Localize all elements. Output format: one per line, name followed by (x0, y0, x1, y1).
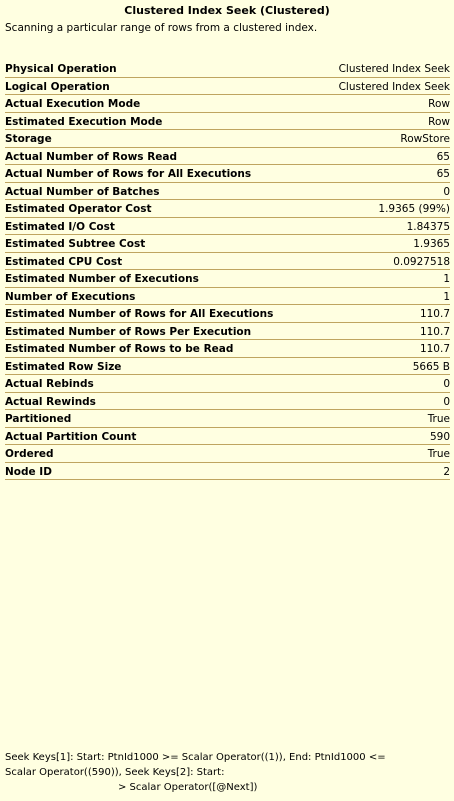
property-label: Physical Operation (5, 63, 117, 75)
property-row: Actual Rebinds 0 (5, 375, 450, 393)
property-value: 65 (436, 150, 450, 163)
property-value: 110.7 (419, 343, 450, 355)
property-row: Estimated Operator Cost 1.9365 (99%) (5, 200, 450, 218)
property-row: Actual Partition Count 590 (5, 428, 450, 445)
property-label: Estimated Number of Rows for All Executi… (5, 308, 274, 320)
property-row: Actual Number of Rows for All Executions… (5, 165, 450, 183)
property-row: Estimated Number of Rows Per Execution 11… (5, 323, 450, 340)
property-value: True (427, 448, 450, 460)
property-label: Estimated Execution Mode (5, 115, 163, 128)
property-value: 0.0927518 (393, 255, 450, 268)
property-label: Actual Partition Count (5, 430, 137, 443)
property-value: Clustered Index Seek (338, 63, 450, 75)
properties-table: Physical Operation Clustered Index Seek Lo… (5, 60, 450, 480)
property-row: Storage RowStore (5, 130, 450, 148)
property-value: 110.7 (419, 308, 450, 320)
property-value: Clustered Index Seek (338, 80, 450, 93)
seek-predicate-line: Scalar Operator((590)), Seek Keys[2]: St… (5, 767, 225, 778)
property-value: True (427, 413, 450, 425)
property-row: Estimated Number of Rows for All Executi… (5, 305, 450, 323)
property-row: Ordered True (5, 445, 450, 463)
seek-predicates: Seek Keys[1]: Start: PtnId1000 >= Scalar… (5, 750, 450, 795)
property-label: Estimated Number of Executions (5, 273, 199, 285)
property-value: 1 (443, 273, 450, 285)
property-label: Estimated Operator Cost (5, 203, 152, 215)
property-row: Number of Executions 1 (5, 288, 450, 305)
property-value: 1.9365 (99%) (378, 203, 450, 215)
property-row: Actual Number of Rows Read 65 (5, 148, 450, 165)
property-row: Node ID 2 (5, 463, 450, 480)
property-label: Actual Rebinds (5, 378, 94, 390)
property-value: 1 (443, 290, 450, 303)
property-label: Logical Operation (5, 80, 110, 93)
property-value: 110.7 (419, 325, 450, 338)
property-row: Actual Rewinds 0 (5, 393, 450, 410)
property-label: Actual Rewinds (5, 395, 96, 408)
operator-description: Scanning a particular range of rows from… (5, 22, 318, 34)
property-label: Estimated I/O Cost (5, 220, 115, 233)
property-row: Estimated Number of Rows to be Read 110.7 (5, 340, 450, 358)
property-label: Actual Execution Mode (5, 98, 141, 110)
property-label: Estimated Number of Rows Per Execution (5, 325, 252, 338)
property-label: Estimated Subtree Cost (5, 238, 146, 250)
property-value: 2 (443, 465, 450, 478)
property-row: Physical Operation Clustered Index Seek (5, 60, 450, 78)
property-label: Node ID (5, 465, 52, 478)
property-value: 0 (443, 378, 450, 390)
property-label: Number of Executions (5, 290, 136, 303)
property-label: Actual Number of Rows for All Executions (5, 168, 252, 180)
property-label: Estimated Row Size (5, 360, 122, 373)
property-row: Estimated CPU Cost 0.0927518 (5, 253, 450, 270)
property-value: RowStore (400, 133, 450, 145)
property-row: Estimated Execution Mode Row (5, 113, 450, 130)
property-value: 5665 B (412, 360, 450, 373)
property-label: Estimated Number of Rows to be Read (5, 343, 234, 355)
property-label: Actual Number of Batches (5, 185, 160, 198)
property-row: Estimated Row Size 5665 B (5, 358, 450, 375)
property-value: Row (428, 115, 450, 128)
property-row: Actual Execution Mode Row (5, 95, 450, 113)
property-row: Logical Operation Clustered Index Seek (5, 78, 450, 95)
property-row: Actual Number of Batches 0 (5, 183, 450, 200)
operator-title: Clustered Index Seek (Clustered) (124, 4, 330, 17)
seek-predicate-line: Seek Keys[1]: Start: PtnId1000 >= Scalar… (5, 752, 386, 763)
property-label: Estimated CPU Cost (5, 255, 123, 268)
property-row: Estimated Subtree Cost 1.9365 (5, 235, 450, 253)
property-label: Storage (5, 133, 52, 145)
property-row: Estimated Number of Executions 1 (5, 270, 450, 288)
property-row: Estimated I/O Cost 1.84375 (5, 218, 450, 235)
property-label: Actual Number of Rows Read (5, 150, 178, 163)
property-value: 65 (436, 168, 450, 180)
property-value: 1.84375 (406, 220, 450, 233)
property-label: Ordered (5, 448, 54, 460)
property-row: Partitioned True (5, 410, 450, 428)
property-value: 590 (429, 430, 450, 443)
property-value: Row (428, 98, 450, 110)
property-label: Partitioned (5, 413, 72, 425)
property-value: 0 (443, 395, 450, 408)
property-value: 1.9365 (413, 238, 450, 250)
seek-predicate-line: > Scalar Operator([@Next]) (118, 782, 258, 793)
property-value: 0 (443, 185, 450, 198)
